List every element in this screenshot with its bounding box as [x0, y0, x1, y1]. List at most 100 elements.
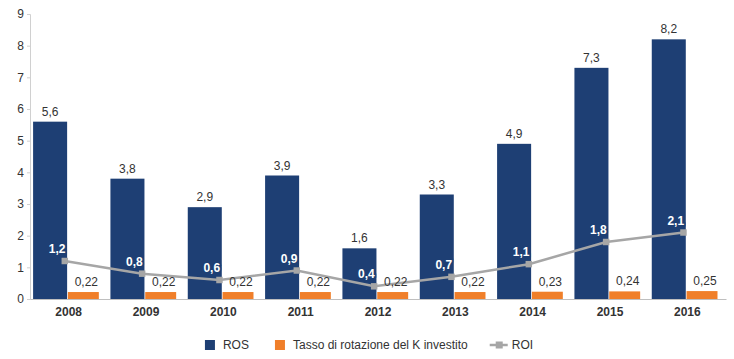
- legend-item: ROI: [490, 338, 533, 352]
- bar: [652, 39, 686, 299]
- y-tick-mark: [27, 109, 30, 110]
- marker: [216, 277, 222, 283]
- x-tick: 2011: [288, 299, 314, 319]
- data-label: 3,3: [428, 178, 445, 192]
- markers: [62, 229, 687, 289]
- marker: [371, 283, 377, 289]
- x-tick: 2015: [597, 299, 624, 319]
- data-label: 1,2: [49, 242, 66, 256]
- marker: [680, 229, 686, 235]
- bar-series: [33, 39, 686, 299]
- y-tick: 5: [17, 134, 30, 148]
- y-tick: 7: [17, 71, 30, 85]
- x-tick: 2008: [55, 299, 82, 319]
- y-tick: 4: [17, 166, 30, 180]
- y-tick: 0: [17, 292, 30, 306]
- data-label: 0,23: [539, 275, 563, 289]
- data-label: 0,7: [435, 258, 452, 272]
- x-tick: 2010: [210, 299, 237, 319]
- x-tick: 2009: [133, 299, 160, 319]
- marker: [526, 261, 532, 267]
- y-tick-label: 9: [17, 7, 24, 21]
- data-label: 2,9: [196, 190, 213, 204]
- y-tick-mark: [27, 267, 30, 268]
- data-label: 1,8: [590, 223, 607, 237]
- data-label: 5,6: [42, 105, 59, 119]
- y-tick-mark: [27, 299, 30, 300]
- legend-label: Tasso di rotazione del K investito: [293, 338, 468, 352]
- bar: [188, 207, 222, 299]
- marker: [603, 239, 609, 245]
- y-axis-line: [27, 15, 31, 300]
- y-tick-mark: [27, 172, 30, 173]
- x-tick-label: 2016: [674, 305, 701, 319]
- marks: [33, 39, 717, 299]
- data-label: 2,1: [667, 214, 684, 228]
- data-label: 0,22: [307, 275, 331, 289]
- marker: [448, 274, 454, 280]
- y-tick-label: 4: [17, 166, 24, 180]
- y-tick-label: 7: [17, 71, 24, 85]
- y-tick-mark: [27, 14, 30, 15]
- legend-marker: [496, 342, 503, 349]
- bar-series: [68, 291, 718, 299]
- y-tick-label: 3: [17, 197, 24, 211]
- y-tick-label: 2: [17, 229, 24, 243]
- x-tick-label: 2008: [55, 305, 82, 319]
- data-label: 0,4: [358, 267, 375, 281]
- marker: [294, 267, 300, 273]
- data-label: 1,1: [513, 245, 530, 259]
- data-label: 0,9: [281, 252, 298, 266]
- y-tick-label: 8: [17, 39, 24, 53]
- data-label: 0,22: [461, 275, 485, 289]
- bar: [265, 176, 299, 300]
- x-tick-label: 2009: [133, 305, 160, 319]
- data-label: 0,6: [203, 261, 220, 275]
- marker: [139, 270, 145, 276]
- data-label: 8,2: [660, 22, 677, 36]
- data-label: 7,3: [583, 51, 600, 65]
- bar: [223, 292, 254, 299]
- bar: [377, 292, 408, 299]
- data-label: 0,24: [616, 274, 640, 288]
- y-tick: 6: [17, 102, 30, 116]
- bar: [420, 195, 454, 300]
- bar: [455, 292, 486, 299]
- bar: [145, 292, 176, 299]
- bar: [33, 122, 67, 299]
- plot: 0 1 2 3 4 5 6 7 8 9 2008 2009 2010 2011 2012 2013 2 0 1 4 20…: [17, 7, 726, 318]
- x-tick-label: 2015: [597, 305, 624, 319]
- x-tick: 2016: [674, 299, 701, 319]
- data-label: 4,9: [506, 127, 523, 141]
- x-tick-label: 2010: [210, 305, 237, 319]
- x-axis: 200820092010201120122013201420152016: [31, 299, 727, 319]
- y-tick-mark: [27, 204, 30, 205]
- y-tick-label: 0: [17, 292, 24, 306]
- data-label: 0,22: [229, 275, 253, 289]
- x-tick-label: 2013: [442, 305, 469, 319]
- bar: [300, 292, 331, 299]
- legend-item: Tasso di rotazione del K investito: [275, 338, 468, 352]
- y-tick-mark: [27, 236, 30, 237]
- y-tick-label: 1: [17, 261, 24, 275]
- data-label: 3,8: [119, 162, 136, 176]
- bar: [687, 291, 718, 299]
- legend-item: ROS: [205, 338, 249, 352]
- x-axis-line: [31, 299, 727, 300]
- legend-label: ROI: [512, 338, 533, 352]
- y-tick: 9: [17, 7, 30, 21]
- bar: [497, 144, 531, 299]
- legend: ROS Tasso di rotazione del K investito ROI: [205, 338, 533, 352]
- y-tick-mark: [27, 141, 30, 142]
- y-axis: 0 1 2 3 4 5 6 7 8 9: [17, 7, 30, 306]
- data-label: 0,22: [384, 275, 408, 289]
- y-tick: 3: [17, 197, 30, 211]
- data-labels: 5,63,82,93,91,63,34,97,38,20,220,220,220…: [42, 22, 717, 289]
- legend-swatch: [275, 340, 285, 350]
- x-tick: 2012: [365, 299, 392, 319]
- marker: [62, 258, 68, 264]
- x-tick-label: 2011: [288, 305, 314, 319]
- legend-label: ROS: [223, 338, 249, 352]
- bar: [532, 292, 563, 299]
- y-tick: 1: [17, 261, 30, 275]
